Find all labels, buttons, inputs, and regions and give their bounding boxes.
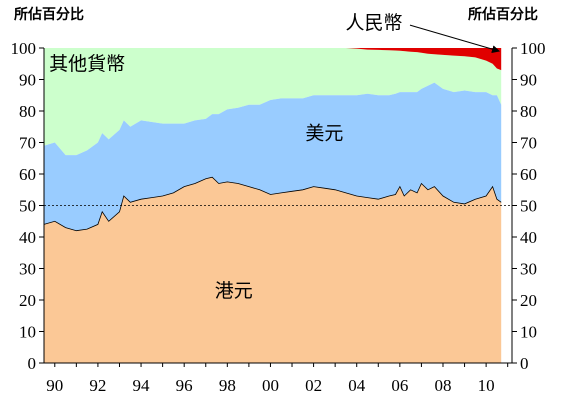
y-tick-label-right: 20 [520, 291, 537, 310]
y-tick-label-right: 30 [520, 260, 537, 279]
y-tick-label-left: 0 [28, 354, 37, 373]
y-axis-unit-right: 所佔百分比 [468, 6, 538, 22]
x-tick-label: 06 [391, 376, 408, 395]
x-tick-label: 98 [219, 376, 236, 395]
y-tick-label-left: 20 [19, 291, 36, 310]
y-tick-label-right: 70 [520, 134, 537, 153]
area-rmb [44, 48, 502, 71]
series-annotation-2: 港元 [215, 280, 253, 302]
area-usd [44, 82, 502, 231]
series-annotation-0: 其他貨幣 [49, 53, 125, 75]
x-tick-label: 04 [348, 376, 366, 395]
series-annotation-3: 人民幣 [345, 12, 402, 34]
y-tick-label-right: 0 [520, 354, 529, 373]
x-tick-label: 08 [434, 376, 451, 395]
area-other-currencies [44, 48, 502, 156]
y-tick-label-right: 100 [520, 39, 546, 58]
y-tick-label-left: 80 [19, 102, 36, 121]
y-tick-label-right: 90 [520, 71, 537, 90]
y-tick-label-right: 10 [520, 323, 537, 342]
y-tick-label-left: 30 [19, 260, 36, 279]
y-tick-label-left: 10 [19, 323, 36, 342]
y-tick-label-right: 80 [520, 102, 537, 121]
series-annotation-1: 美元 [305, 122, 343, 144]
y-tick-label-left: 60 [19, 165, 36, 184]
y-tick-label-left: 50 [19, 197, 36, 216]
y-tick-label-left: 100 [11, 39, 37, 58]
y-tick-label-right: 60 [520, 165, 537, 184]
x-tick-label: 90 [46, 376, 63, 395]
area-hkd [44, 177, 502, 363]
x-tick-label: 96 [176, 376, 193, 395]
y-tick-label-left: 70 [19, 134, 36, 153]
hkd-share-line [43, 176, 502, 232]
x-tick-label: 92 [89, 376, 106, 395]
y-tick-label-right: 50 [520, 197, 537, 216]
y-axis-unit-left: 所佔百分比 [14, 6, 84, 22]
x-tick-label: 00 [262, 376, 279, 395]
y-tick-label-right: 40 [520, 228, 537, 247]
y-tick-label-left: 90 [19, 71, 36, 90]
x-tick-label: 94 [133, 376, 151, 395]
rmb-arrow [409, 24, 501, 54]
x-tick-label: 10 [478, 376, 495, 395]
y-tick-label-left: 40 [19, 228, 36, 247]
x-tick-label: 02 [305, 376, 322, 395]
